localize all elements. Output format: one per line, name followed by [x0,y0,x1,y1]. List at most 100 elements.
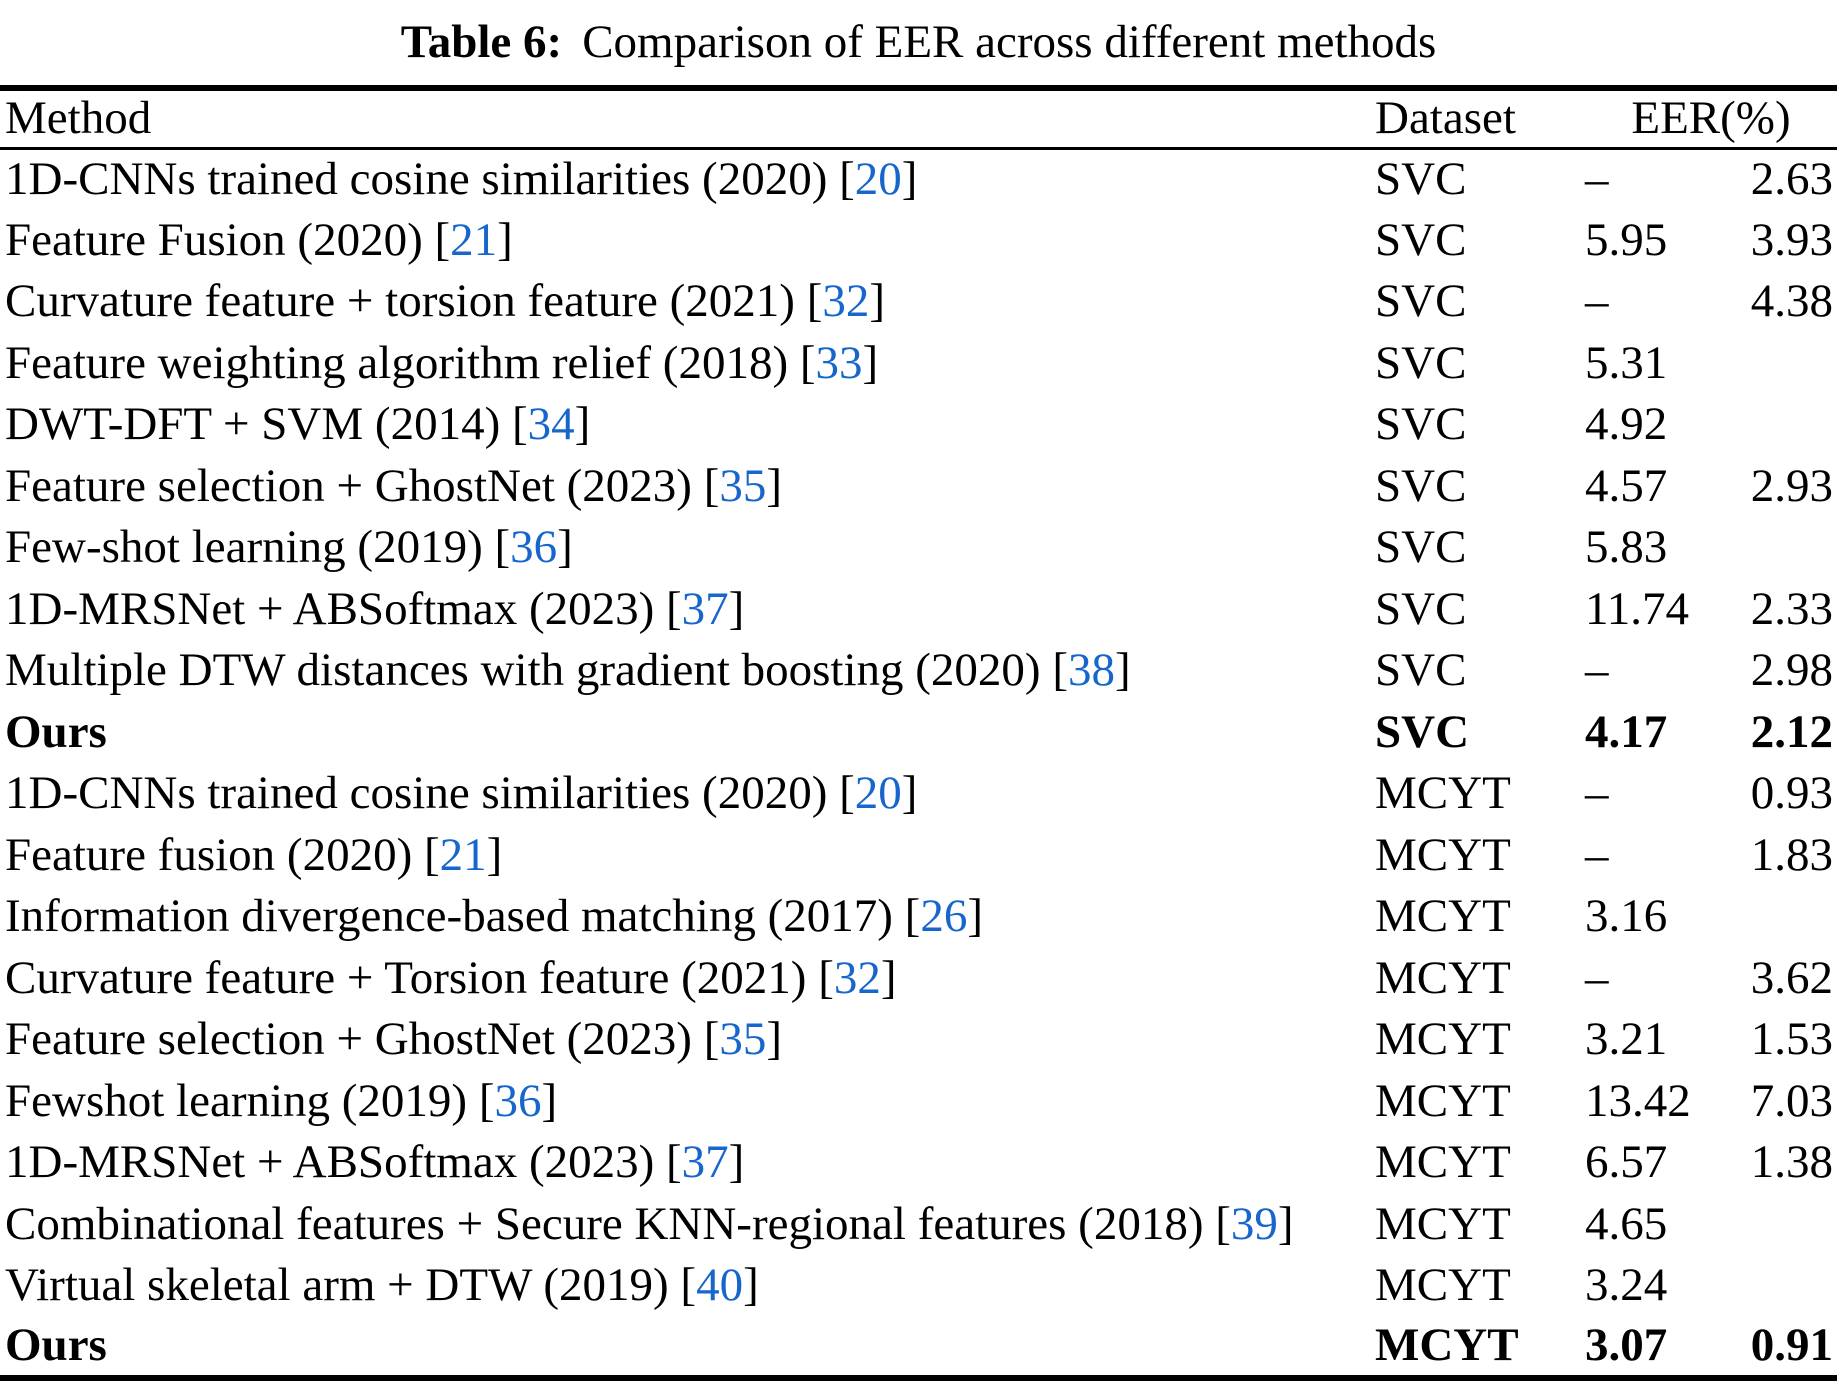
citation-bracket-open: [ [1203,1197,1231,1250]
method-cell: Few-shot learning (2019) [36] [0,517,1375,579]
citation-bracket-open: [ [422,213,451,266]
citation-bracket-open: [ [467,1074,495,1127]
citation-bracket-close: ] [862,336,879,389]
citation-bracket-close: ] [728,582,745,635]
table-caption: Table 6: Comparison of EER across differ… [0,0,1837,85]
citation-link[interactable]: 40 [696,1259,744,1312]
dataset-cell: MCYT [1375,890,1511,943]
citation-bracket-close: ] [766,1013,783,1066]
citation-link[interactable]: 35 [719,1013,767,1066]
table-row: Ours SVC 4.17 2.12 [0,702,1837,764]
citation-bracket-close: ] [486,828,503,881]
citation-bracket-close: ] [901,767,918,820]
column-header-method: Method [0,88,1375,150]
eer-value-2-cell: 2.12 [1750,705,1834,758]
citation-bracket-close: ] [497,213,513,266]
method-cell: Feature fusion (2020) [21] [0,825,1375,887]
table-row: Multiple DTW distances with gradient boo… [0,640,1837,702]
citation-bracket-close: ] [743,1259,759,1312]
dataset-cell: SVC [1375,582,1467,635]
citation-bracket-close: ] [880,951,897,1004]
citation-bracket-close: ] [967,890,983,943]
citation-link[interactable]: 37 [681,1136,729,1189]
method-cell: 1D-MRSNet + ABSoftmax (2023) [37] [0,1132,1375,1194]
eer-value-1-cell: 3.07 [1585,1319,1668,1372]
dataset-cell: SVC [1375,398,1467,451]
eer-value-1-cell: 3.24 [1585,1259,1668,1312]
dataset-cell: MCYT [1375,1319,1519,1372]
eer-value-2-cell: 2.63 [1750,153,1834,205]
citation-link[interactable]: 36 [494,1074,542,1127]
eer-value-1-cell: 11.74 [1585,582,1690,635]
table-row: Feature Fusion (2020) [21] SVC 5.95 3.93 [0,210,1837,272]
citation-bracket-open: [ [892,890,921,943]
eer-value-1-cell: 5.83 [1585,521,1668,574]
method-cell: Ours [0,702,1375,764]
method-label: Curvature feature + Torsion feature (202… [5,951,807,1004]
eer-value-2-cell [1733,886,1837,948]
table-row: Feature fusion (2020) [21] MCYT –1.83 [0,825,1837,887]
dataset-cell: SVC [1375,521,1467,574]
citation-link[interactable]: 37 [681,582,729,635]
eer-value-1-cell: 4.17 [1585,705,1668,758]
dataset-cell: MCYT [1375,1197,1511,1250]
citation-link[interactable]: 26 [920,890,968,943]
dataset-cell: MCYT [1375,1013,1511,1066]
citation-link[interactable]: 32 [822,275,870,328]
citation-link[interactable]: 32 [833,951,881,1004]
method-cell: Feature selection + GhostNet (2023) [35] [0,456,1375,518]
dataset-cell: SVC [1375,644,1467,697]
eer-value-2-cell: 0.91 [1750,1319,1834,1372]
method-label: Fewshot learning (2019) [5,1074,468,1127]
table-row: 1D-CNNs trained cosine similarities (202… [0,763,1837,825]
citation-link[interactable]: 36 [510,521,558,574]
citation-link[interactable]: 34 [527,398,575,451]
citation-link[interactable]: 38 [1068,644,1115,697]
method-cell: 1D-CNNs trained cosine similarities (202… [0,148,1375,210]
table-body: 1D-CNNs trained cosine similarities (202… [0,148,1837,1378]
eer-value-2-cell: 1.53 [1750,1013,1834,1066]
dataset-cell: MCYT [1375,767,1511,820]
eer-value-1-cell: – [1585,153,1609,205]
method-label: Combinational features + Secure KNN-regi… [5,1197,1204,1250]
citation-link[interactable]: 33 [815,336,863,389]
eer-value-1-cell: 6.57 [1585,1136,1668,1189]
citation-bracket-open: [ [827,767,855,820]
method-cell: Multiple DTW distances with gradient boo… [0,640,1375,702]
citation-link[interactable]: 20 [854,767,902,820]
eer-value-2-cell: 2.33 [1750,582,1834,635]
table-row: 1D-CNNs trained cosine similarities (202… [0,148,1837,210]
eer-value-1-cell: – [1585,828,1609,881]
dataset-cell: MCYT [1375,1136,1511,1189]
method-label: 1D-MRSNet + ABSoftmax (2023) [5,1136,655,1189]
citation-link[interactable]: 21 [439,828,487,881]
eer-value-1-cell: 13.42 [1585,1074,1691,1127]
method-cell: DWT-DFT + SVM (2014) [34] [0,394,1375,456]
table-row: Combinational features + Secure KNN-regi… [0,1194,1837,1256]
method-label: Feature fusion (2020) [5,828,413,881]
dataset-cell: SVC [1375,153,1467,205]
eer-value-1-cell: 4.92 [1585,398,1668,451]
citation-link[interactable]: 21 [450,213,498,266]
method-label: Multiple DTW distances with gradient boo… [5,644,1041,697]
table-row: Ours MCYT 3.07 0.91 [0,1317,1837,1379]
citation-bracket-open: [ [691,1013,720,1066]
citation-link[interactable]: 35 [719,459,767,512]
dataset-cell: SVC [1375,275,1467,328]
citation-link[interactable]: 39 [1230,1197,1278,1250]
eer-value-1-cell: – [1585,767,1609,820]
method-cell: Ours [0,1317,1375,1379]
eer-value-1-cell: 4.57 [1585,459,1668,512]
citation-bracket-close: ] [766,459,783,512]
citation-bracket-close: ] [1115,644,1131,697]
method-cell: 1D-CNNs trained cosine similarities (202… [0,763,1375,825]
method-label: 1D-CNNs trained cosine similarities (202… [5,153,828,205]
citation-link[interactable]: 20 [854,153,902,205]
table-row: DWT-DFT + SVM (2014) [34] SVC 4.92 [0,394,1837,456]
dataset-cell: SVC [1375,336,1467,389]
dataset-cell: MCYT [1375,828,1511,881]
citation-bracket-open: [ [794,275,823,328]
dataset-cell: MCYT [1375,951,1511,1004]
eer-value-1-cell: 3.16 [1585,890,1668,943]
eer-value-2-cell [1733,1255,1837,1317]
